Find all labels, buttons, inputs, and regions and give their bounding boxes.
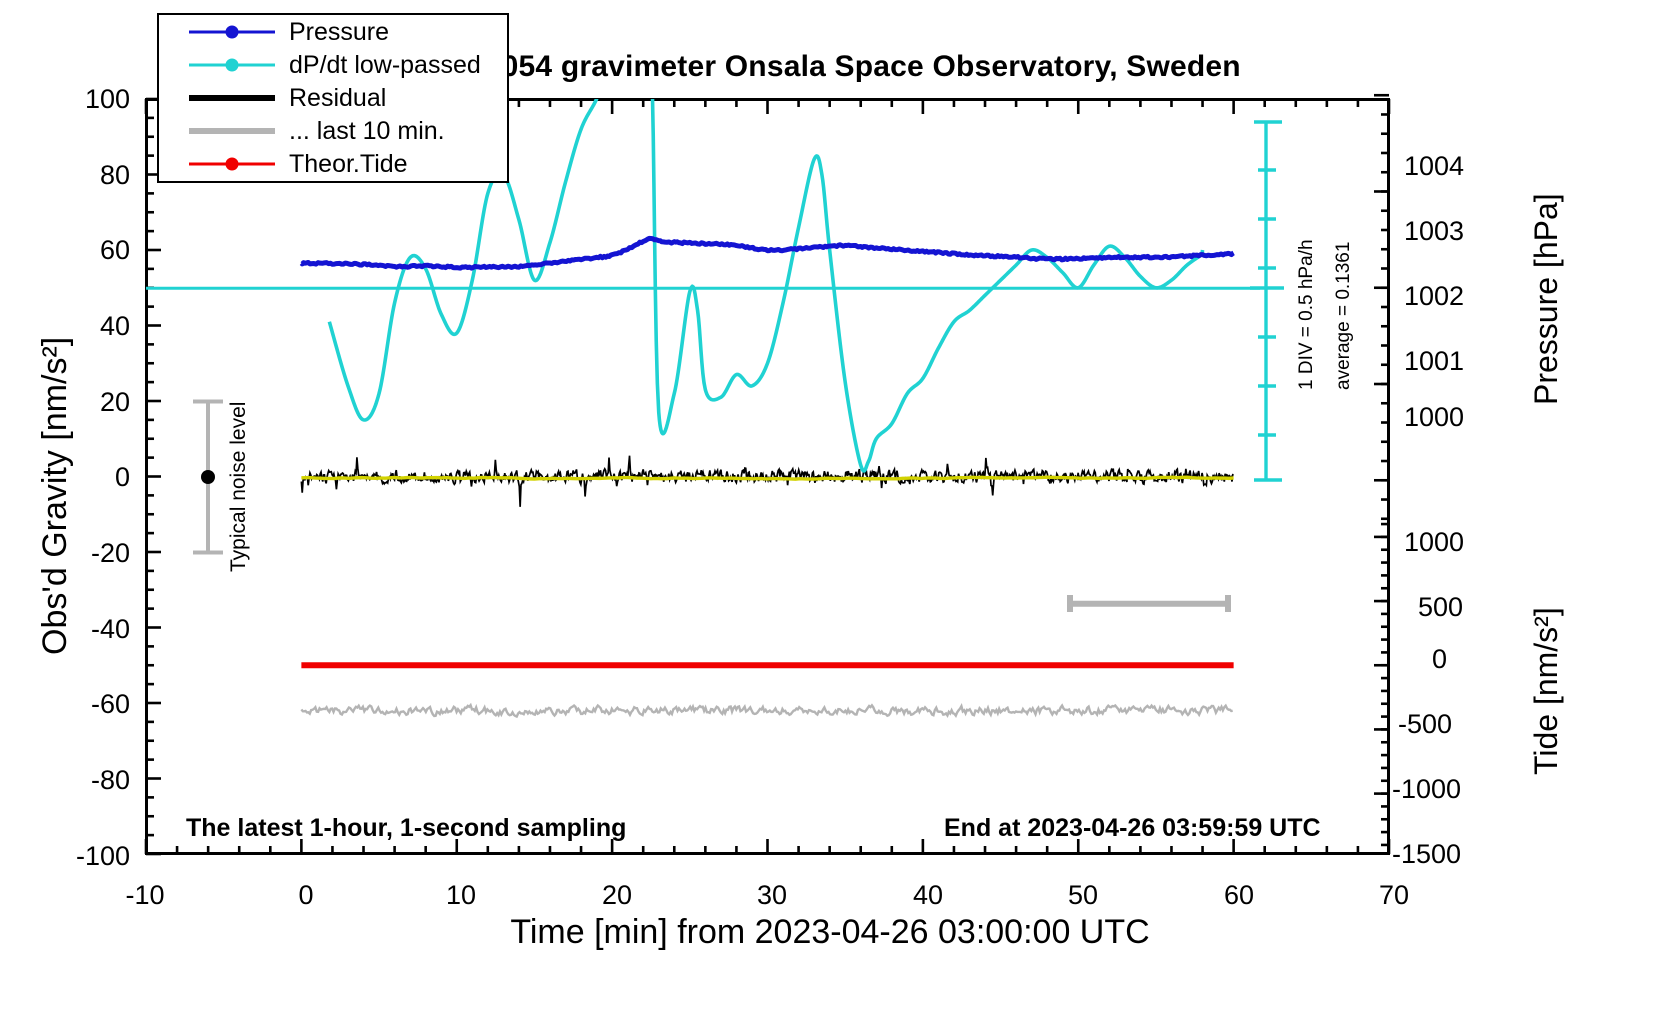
page-title: SCG_054 gravimeter Onsala Space Observat…	[419, 50, 1241, 83]
legend-swatch-dpdt	[189, 49, 275, 81]
y-left-tick-neg20: -20	[90, 538, 130, 568]
legend-swatch-last10	[189, 115, 275, 147]
y-right-pressure-tick-1000: 1000	[1404, 402, 1465, 432]
end-time-note: End at 2023-04-26 03:59:59 UTC	[944, 814, 1321, 842]
x-tick-30: 30	[756, 880, 788, 910]
y-left-tick-neg80: -80	[90, 765, 130, 795]
x-tick-20: 20	[601, 880, 633, 910]
legend-item-last10[interactable]: ... last 10 min.	[159, 115, 507, 147]
y-left-tick-neg100: -100	[75, 841, 130, 871]
x-tick-60: 60	[1223, 880, 1255, 910]
y-left-axis-title: Obs'd Gravity [nm/s²]	[36, 336, 74, 655]
typical-noise-label: Typical noise level	[227, 401, 250, 572]
y-left-tick-100: 100	[84, 84, 130, 114]
y-right-tide-tick-neg500: -500	[1398, 709, 1453, 739]
x-tick-0: 0	[298, 880, 314, 910]
average-label: average = 0.1361	[1333, 241, 1354, 390]
legend-item-residual[interactable]: Residual	[159, 82, 507, 114]
x-tick-10: 10	[445, 880, 477, 910]
y-left-tick-20: 20	[99, 387, 130, 417]
y-left-tick-60: 60	[99, 235, 130, 265]
x-tick-40: 40	[912, 880, 944, 910]
y-left-tick-neg40: -40	[90, 614, 130, 644]
y-left-tick-80: 80	[99, 160, 130, 190]
y-right-pressure-axis-title: Pressure [hPa]	[1528, 193, 1564, 405]
y-right-pressure-tick-1003: 1003	[1404, 216, 1465, 246]
y-right-tide-tick-0: 0	[1432, 644, 1448, 674]
legend-item-pressure[interactable]: Pressure	[159, 16, 507, 48]
y-right-tide-tick-500: 500	[1418, 592, 1464, 622]
x-axis-title: Time [min] from 2023-04-26 03:00:00 UTC	[510, 913, 1150, 951]
legend-label-tide: Theor.Tide	[289, 149, 408, 178]
x-tick-70: 70	[1378, 880, 1410, 910]
plot-frame	[145, 98, 1390, 855]
y-left-tick-40: 40	[99, 311, 130, 341]
x-tick-neg10: -10	[125, 880, 165, 910]
y-right-pressure-tick-1002: 1002	[1404, 281, 1465, 311]
y-left-tick-neg60: -60	[90, 689, 130, 719]
legend-swatch-tide	[189, 148, 275, 180]
y-right-tide-tick-1000: 1000	[1404, 527, 1465, 557]
y-right-tide-tick-neg1500: -1500	[1392, 839, 1462, 869]
x-tick-50: 50	[1067, 880, 1099, 910]
legend-label-last10: ... last 10 min.	[289, 116, 445, 145]
y-right-pressure-tick-1004: 1004	[1404, 151, 1465, 181]
legend-label-residual: Residual	[289, 83, 387, 112]
legend-item-tide[interactable]: Theor.Tide	[159, 148, 507, 180]
sampling-note: The latest 1-hour, 1-second sampling	[186, 814, 627, 842]
y-left-tick-0: 0	[114, 462, 130, 492]
legend-label-dpdt: dP/dt low-passed	[289, 50, 481, 79]
legend-swatch-residual	[189, 82, 275, 114]
y-right-pressure-tick-1001: 1001	[1404, 346, 1465, 376]
legend: Pressure dP/dt low-passed Residual ... l…	[157, 13, 509, 183]
div-scale-label: 1 DIV = 0.5 hPa/h	[1296, 239, 1317, 390]
y-right-tide-tick-neg1000: -1000	[1392, 774, 1462, 804]
y-right-tide-axis-title: Tide [nm/s²]	[1528, 607, 1564, 775]
legend-label-pressure: Pressure	[289, 17, 390, 46]
legend-swatch-pressure	[189, 16, 275, 48]
legend-item-dpdt[interactable]: dP/dt low-passed	[159, 49, 507, 81]
